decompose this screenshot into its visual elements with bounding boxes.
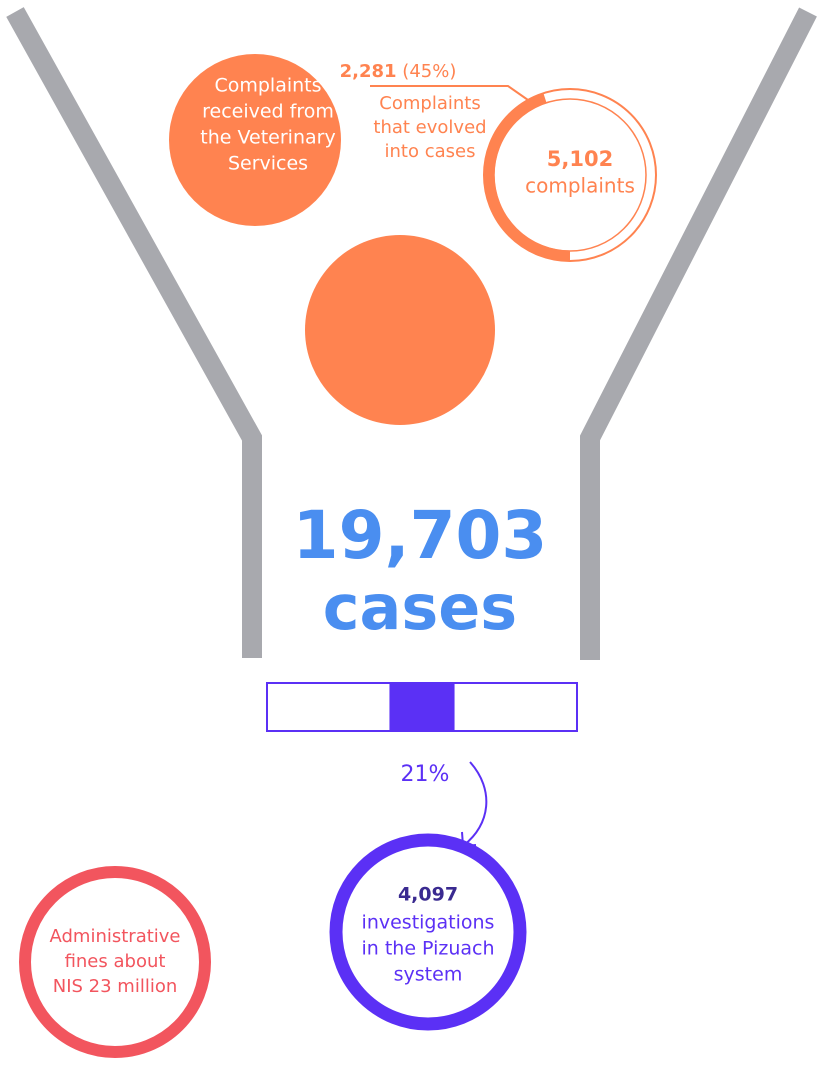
complaints-label: complaints	[525, 174, 635, 198]
complaints-circle	[169, 54, 341, 226]
investigations-circle	[329, 833, 527, 1031]
text-line: in the Pizuach	[361, 938, 494, 960]
investigations-text: investigations in the Pizuach system	[361, 912, 494, 986]
arrow	[463, 761, 488, 846]
leader-line	[370, 85, 529, 101]
text-line: Administrative	[49, 926, 180, 947]
fines-text: Administrative fines about NIS 23 million	[49, 926, 180, 997]
text-line: fines about	[65, 951, 166, 972]
text-line: Complaints	[379, 93, 480, 114]
evolved-count: 2,281	[340, 61, 397, 82]
cases-count: 19,703	[293, 497, 548, 574]
funnel-left	[6, 7, 262, 658]
vet-text: Complaints received from the Veterinary Ser…	[200, 75, 335, 175]
text-line: NIS 23 million	[53, 976, 178, 997]
complaints-count: 5,102	[547, 147, 613, 171]
share-segment	[389, 683, 455, 731]
text-line: investigations	[362, 912, 495, 934]
share-arc	[483, 92, 571, 262]
investigations-count: 4,097	[398, 884, 458, 906]
funnel-right	[580, 7, 817, 660]
text-line: the Veterinary	[200, 127, 335, 149]
text-line: received from	[202, 101, 334, 123]
share-label: 21%	[401, 762, 450, 787]
text-line: Services	[228, 153, 308, 175]
evolved-text: Complaints that evolved into cases	[373, 93, 486, 162]
text-line: Complaints	[214, 75, 321, 97]
cases-label: cases	[323, 571, 517, 644]
evolved-heading: 2,281 (45%)	[340, 61, 457, 82]
text-line: system	[394, 964, 463, 986]
orange-circle	[305, 235, 495, 425]
evolved-share: (45%)	[402, 61, 456, 82]
text-line: into cases	[385, 141, 476, 162]
fines-circle	[19, 866, 211, 1058]
text-line: that evolved	[373, 117, 486, 138]
